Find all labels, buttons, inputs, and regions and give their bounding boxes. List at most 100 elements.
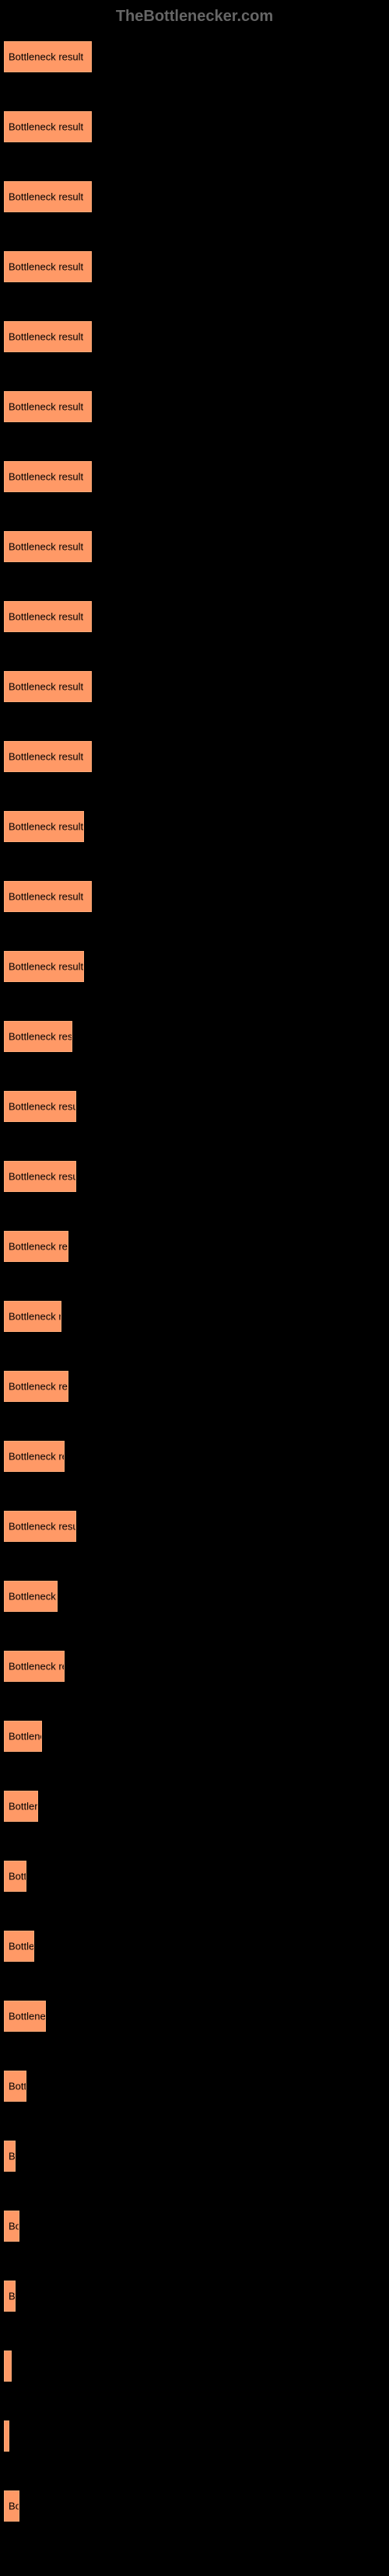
bar-label: Bottleneck res bbox=[9, 1661, 65, 1672]
chart-bar: Bo bbox=[4, 2211, 19, 2242]
chart-bar: Bottleneck result bbox=[4, 881, 92, 912]
bar-label: Bottleneck resu bbox=[9, 1241, 68, 1253]
chart-bar: Bottleneck result bbox=[4, 811, 84, 842]
bar-row: B bbox=[4, 2281, 385, 2312]
bar-row: Bottleneck resu bbox=[4, 1371, 385, 1402]
bar-row: Bottlenec bbox=[4, 2001, 385, 2032]
site-header: TheBottlenecker.com bbox=[0, 0, 389, 41]
chart-bar: Bottlene bbox=[4, 1721, 42, 1752]
bar-label: Bottleneck result bbox=[9, 51, 83, 63]
chart-bar bbox=[4, 2420, 9, 2452]
bar-label: Bo bbox=[9, 2221, 19, 2232]
chart-bar: Bottleneck res bbox=[4, 1441, 65, 1472]
bar-row: Bottleneck result bbox=[4, 41, 385, 72]
chart-bar: Bottleneck result bbox=[4, 251, 92, 282]
bar-label: Bottler bbox=[9, 1801, 38, 1812]
bar-row: Bottleneck res bbox=[4, 1441, 385, 1472]
chart-bar: Bottlenec bbox=[4, 2001, 46, 2032]
chart-bar: Bottleneck result bbox=[4, 671, 92, 702]
bar-label: Bottleneck result bbox=[9, 191, 83, 203]
bar-row: Bottleneck result bbox=[4, 531, 385, 562]
chart-bar: Bottleneck res bbox=[4, 1651, 65, 1682]
bar-row: Bottler bbox=[4, 1791, 385, 1822]
bar-label: Bottleneck r bbox=[9, 1591, 58, 1603]
bar-row: Bottleneck result bbox=[4, 251, 385, 282]
bar-row: Bottleneck r bbox=[4, 1581, 385, 1612]
bar-label: Bo bbox=[9, 2501, 19, 2512]
bar-row: Bottlene bbox=[4, 1721, 385, 1752]
bar-row: Bott bbox=[4, 2071, 385, 2102]
chart-bar: Bottleneck result bbox=[4, 601, 92, 632]
bar-label: Bott bbox=[9, 2081, 26, 2092]
bar-row: Bottleneck result bbox=[4, 881, 385, 912]
bar-label: Bottlene bbox=[9, 1731, 42, 1742]
chart-bar: Bo bbox=[4, 2490, 19, 2522]
bar-row bbox=[4, 2420, 385, 2452]
bar-label: Bottleneck result bbox=[9, 891, 83, 903]
chart-bar: Bottleneck result bbox=[4, 1161, 76, 1192]
bar-label: Bottleneck result bbox=[9, 1031, 72, 1043]
bar-label: Bottleneck result bbox=[9, 751, 83, 763]
bar-row: Bottleneck result bbox=[4, 741, 385, 772]
site-title: TheBottlenecker.com bbox=[116, 8, 273, 25]
bar-label: Bottleneck result bbox=[9, 821, 83, 833]
bar-row: Bottleneck result bbox=[4, 1021, 385, 1052]
chart-bar: Bottleneck result bbox=[4, 1021, 72, 1052]
bar-row: Bottleneck result bbox=[4, 671, 385, 702]
bar-label: Bottleneck re bbox=[9, 1311, 61, 1323]
chart-bar: Bott bbox=[4, 1861, 26, 1892]
bar-row: Bott bbox=[4, 1861, 385, 1892]
bar-label: Bottleneck result bbox=[9, 1171, 76, 1183]
bar-label: Bottleneck result bbox=[9, 401, 83, 413]
bar-label: Bottleneck result bbox=[9, 681, 83, 693]
chart-bar: Bottleneck result bbox=[4, 741, 92, 772]
chart-bar: Bottle bbox=[4, 1931, 34, 1962]
bar-label: Bottleneck result bbox=[9, 331, 83, 343]
bar-row bbox=[4, 2351, 385, 2382]
bar-row: Bottleneck result bbox=[4, 811, 385, 842]
bar-row: Bottleneck res bbox=[4, 1651, 385, 1682]
bar-label: Bottleneck result bbox=[9, 541, 83, 553]
chart-bar: Bottleneck resu bbox=[4, 1371, 68, 1402]
bar-label: Bottleneck result bbox=[9, 1101, 76, 1113]
bar-row: Bo bbox=[4, 2211, 385, 2242]
bar-label: Bottleneck result bbox=[9, 1521, 76, 1533]
chart-bar: Bottleneck result bbox=[4, 461, 92, 492]
bar-label: Bottleneck res bbox=[9, 1451, 65, 1463]
bar-label: B bbox=[9, 2151, 16, 2162]
chart-bar: Bottleneck result bbox=[4, 531, 92, 562]
bar-label: Bottleneck result bbox=[9, 121, 83, 133]
bar-row: Bottleneck resu bbox=[4, 1231, 385, 1262]
chart-bar: Bottleneck result bbox=[4, 391, 92, 422]
bar-label: Bottlenec bbox=[9, 2011, 46, 2022]
bar-row: Bottle bbox=[4, 1931, 385, 1962]
bar-row: Bottleneck result bbox=[4, 461, 385, 492]
bar-label: B bbox=[9, 2291, 16, 2302]
chart-bar: Bottler bbox=[4, 1791, 38, 1822]
bar-row: Bottleneck result bbox=[4, 1511, 385, 1542]
chart-bar: Bott bbox=[4, 2071, 26, 2102]
chart-bar: Bottleneck result bbox=[4, 111, 92, 142]
bar-label: Bottleneck result bbox=[9, 261, 83, 273]
bar-row: Bottleneck result bbox=[4, 391, 385, 422]
chart-bar: Bottleneck result bbox=[4, 1511, 76, 1542]
chart-bar: Bottleneck result bbox=[4, 181, 92, 212]
bar-label: Bottleneck resu bbox=[9, 1381, 68, 1393]
chart-bar: Bottleneck re bbox=[4, 1301, 61, 1332]
bar-row: Bottleneck result bbox=[4, 181, 385, 212]
bar-row: Bottleneck result bbox=[4, 1091, 385, 1122]
bar-row: Bottleneck result bbox=[4, 601, 385, 632]
bar-row: Bottleneck result bbox=[4, 1161, 385, 1192]
bar-label: Bottleneck result bbox=[9, 471, 83, 483]
chart-bar: Bottleneck resu bbox=[4, 1231, 68, 1262]
bar-row: B bbox=[4, 2141, 385, 2172]
bar-label: Bottle bbox=[9, 1941, 34, 1952]
bar-row: Bottleneck result bbox=[4, 111, 385, 142]
chart-bar: Bottleneck result bbox=[4, 321, 92, 352]
chart-bar: B bbox=[4, 2281, 16, 2312]
chart-bar: Bottleneck result bbox=[4, 951, 84, 982]
bar-row: Bo bbox=[4, 2490, 385, 2522]
chart-bar: Bottleneck result bbox=[4, 1091, 76, 1122]
bar-row: Bottleneck result bbox=[4, 321, 385, 352]
bar-label: Bottleneck result bbox=[9, 611, 83, 623]
